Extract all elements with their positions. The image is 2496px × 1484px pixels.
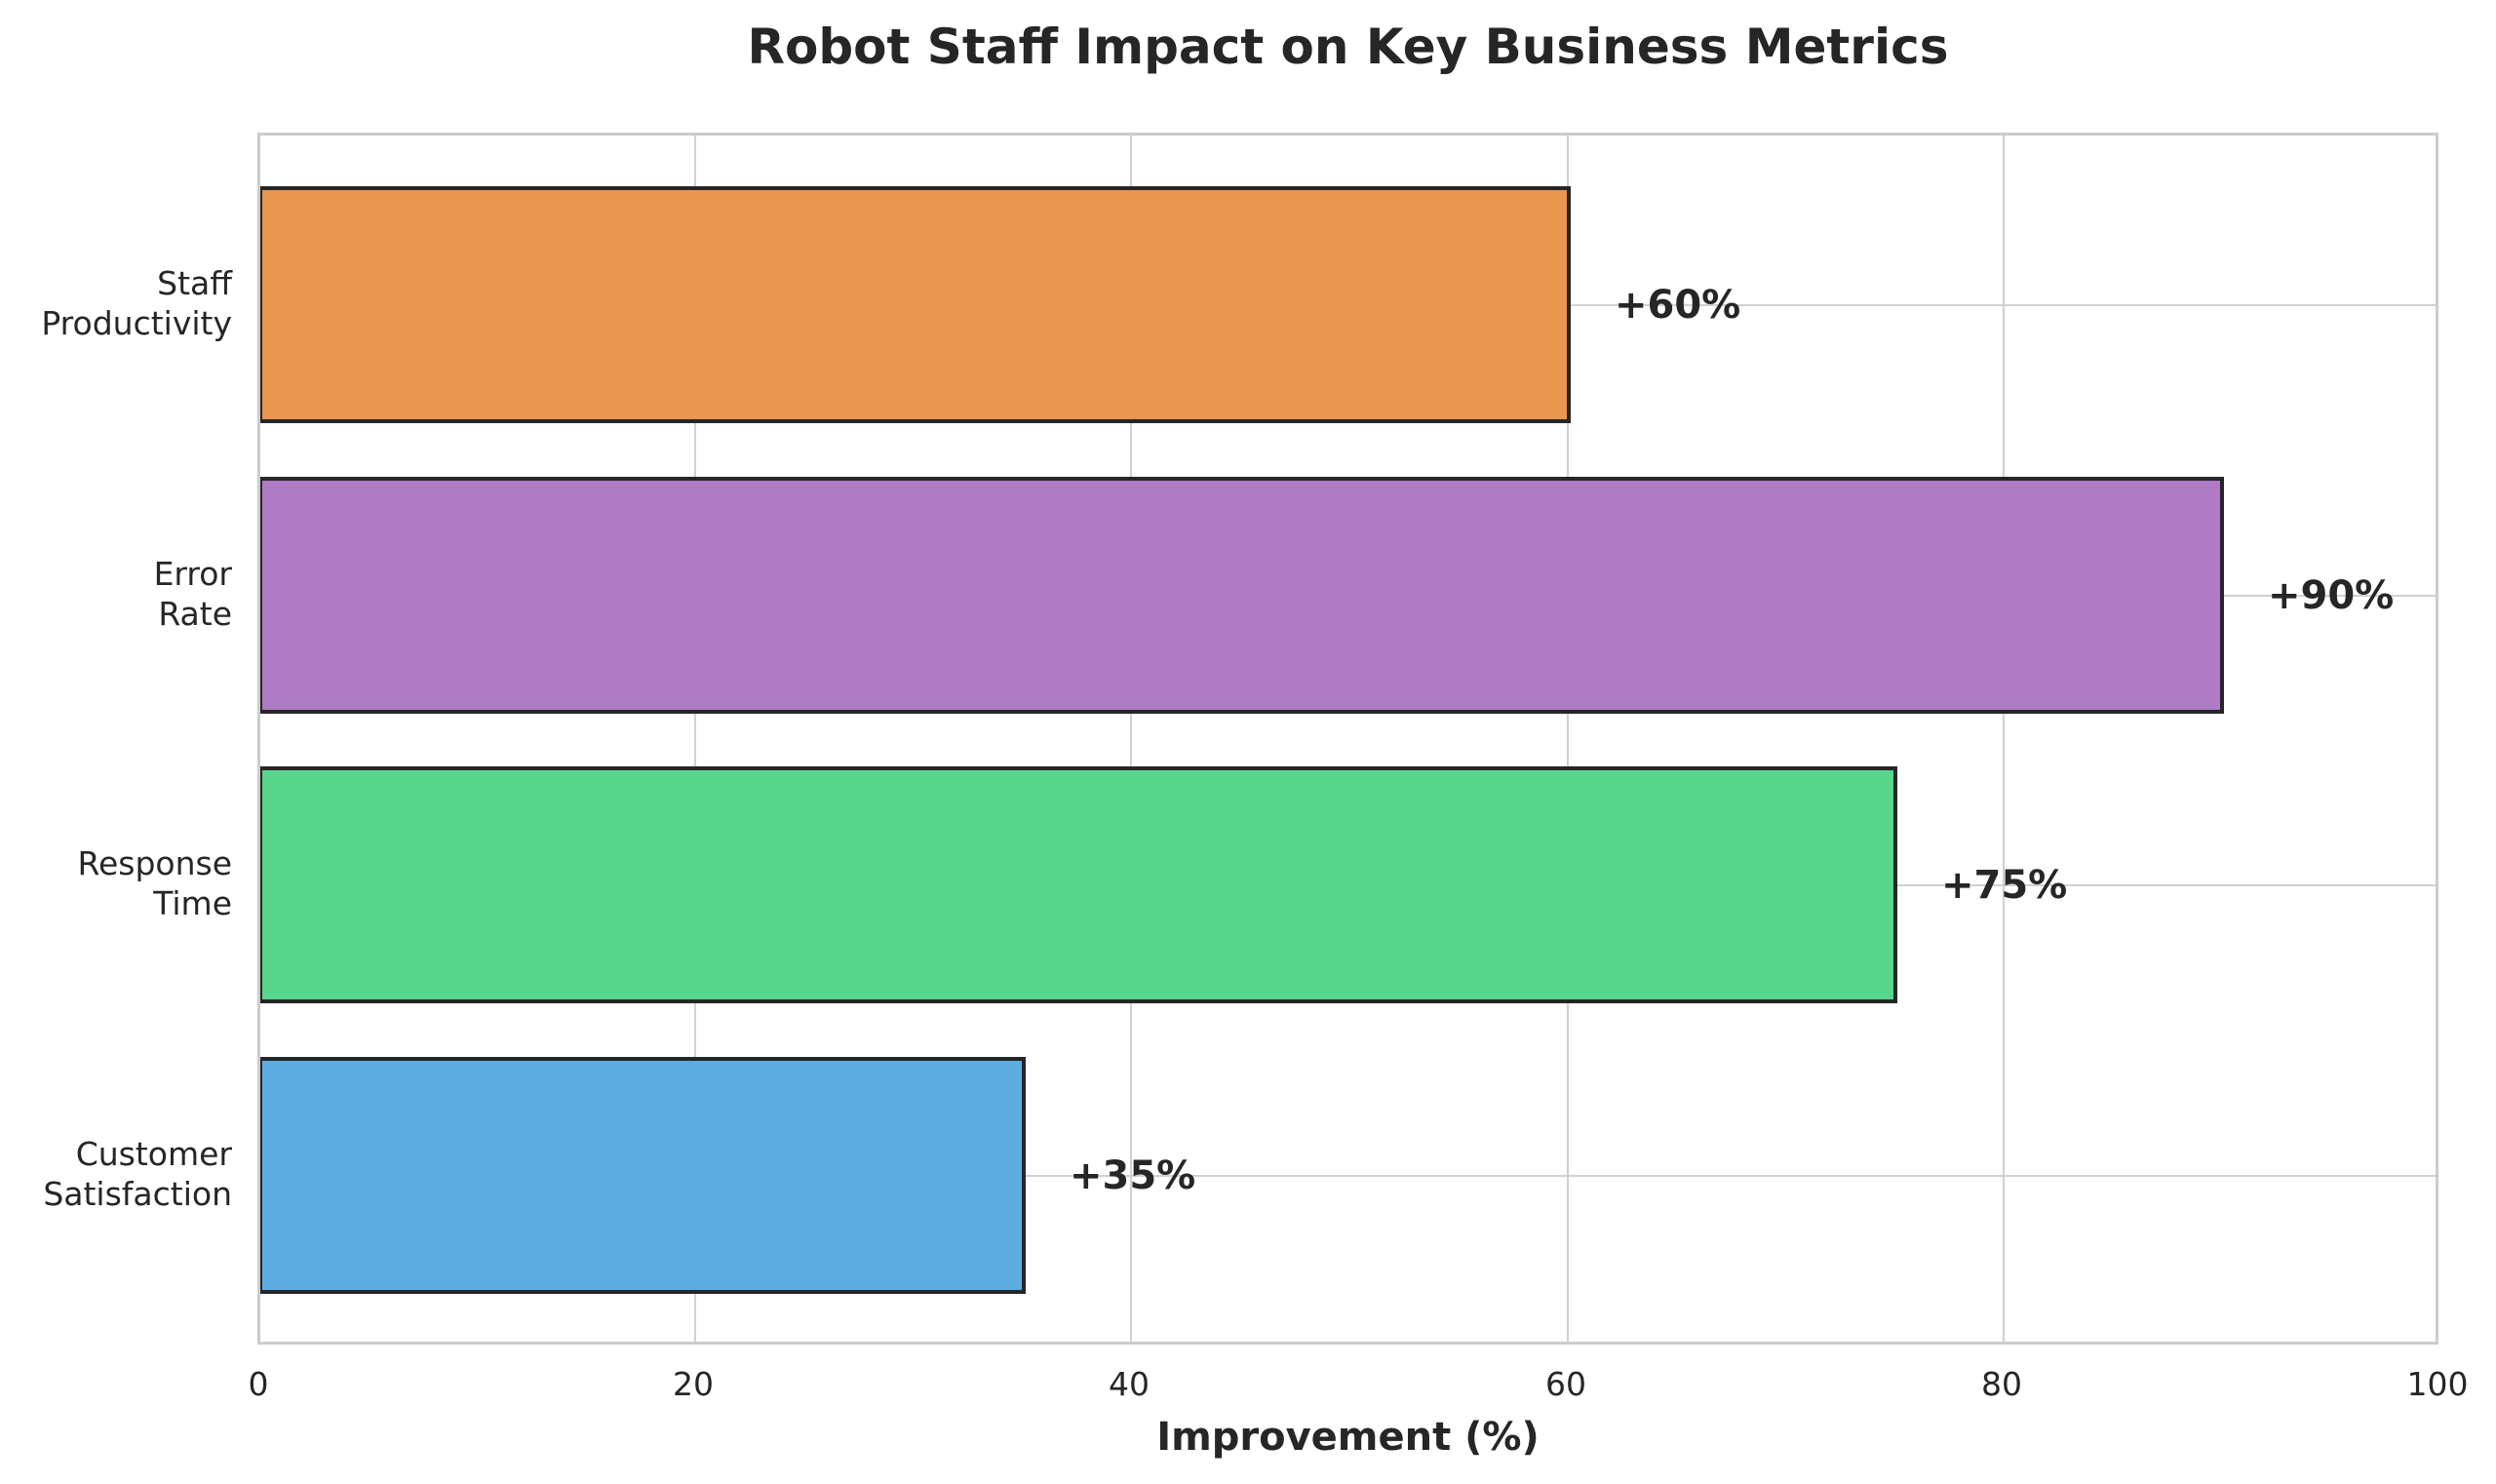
bar-response-time[interactable] [260, 766, 1897, 1003]
bar-error-rate[interactable] [260, 477, 2224, 714]
value-label-response-time: +75% [1941, 863, 2068, 908]
y-tick-line-1: Staff [157, 264, 232, 302]
y-tick-staff-productivity: Staff Productivity [41, 263, 232, 343]
y-tick-line-2: Satisfaction [43, 1175, 232, 1213]
chart-title: Robot Staff Impact on Key Business Metri… [747, 19, 1949, 75]
x-tick-40: 40 [1109, 1365, 1150, 1403]
y-tick-line-1: Customer [75, 1135, 232, 1173]
x-axis-label: Improvement (%) [1156, 1415, 1540, 1460]
x-tick-0: 0 [248, 1365, 269, 1403]
gridline-x-80 [2003, 136, 2005, 1342]
x-tick-20: 20 [673, 1365, 714, 1403]
value-label-staff-productivity: +60% [1615, 283, 1741, 328]
y-tick-customer-satisfaction: Customer Satisfaction [43, 1134, 232, 1214]
y-tick-error-rate: Error Rate [154, 554, 232, 634]
x-tick-60: 60 [1545, 1365, 1586, 1403]
gridline-x-20 [694, 136, 696, 1342]
x-tick-100: 100 [2406, 1365, 2469, 1403]
y-tick-line-2: Productivity [41, 304, 232, 342]
plot-area: +60% +90% +75% +35% [257, 133, 2438, 1345]
y-tick-response-time: Response Time [78, 843, 233, 923]
y-tick-line-1: Response [77, 844, 233, 882]
y-tick-line-2: Rate [158, 595, 232, 633]
gridline-y-customer-satisfaction [260, 1175, 2436, 1177]
bar-staff-productivity[interactable] [260, 186, 1571, 423]
bar-customer-satisfaction[interactable] [260, 1057, 1026, 1294]
x-tick-80: 80 [1981, 1365, 2022, 1403]
value-label-customer-satisfaction: +35% [1070, 1153, 1196, 1198]
gridline-x-60 [1567, 136, 1569, 1342]
value-label-error-rate: +90% [2268, 573, 2395, 618]
gridline-x-40 [1130, 136, 1132, 1342]
y-tick-line-1: Error [153, 555, 232, 593]
y-tick-line-2: Time [153, 884, 232, 922]
